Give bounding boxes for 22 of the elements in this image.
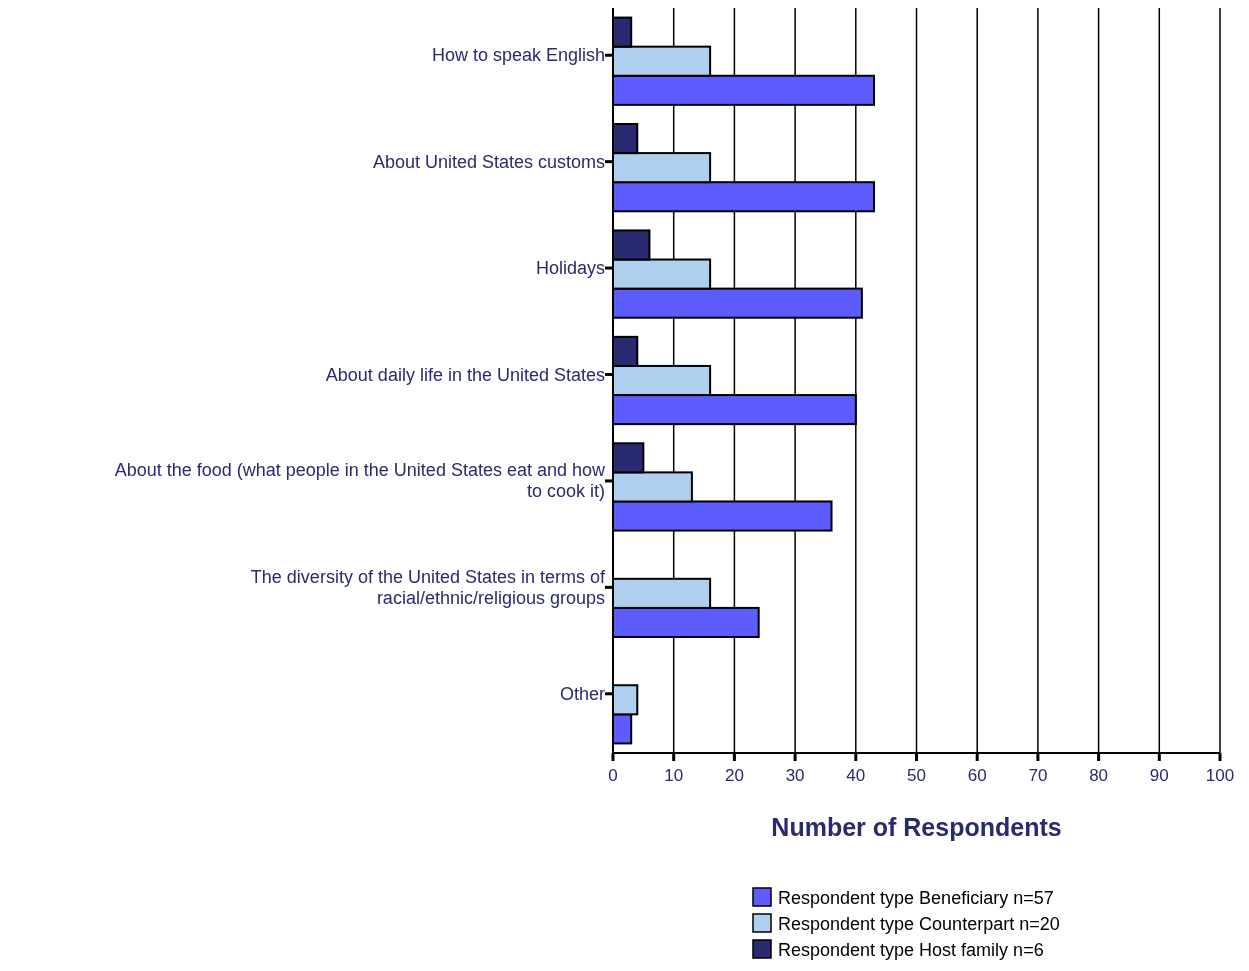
y-tick-label: The diversity of the United States in terms of racial/ethnic/religious groups — [250, 566, 606, 608]
x-tick-label: 20 — [724, 766, 744, 785]
legend-label: Respondent type Host family n=6 — [778, 940, 1044, 960]
x-tick-label: 0 — [608, 766, 618, 785]
x-tick-label: 90 — [1149, 766, 1169, 785]
legend-label: Respondent type Beneficiary n=57 — [778, 888, 1054, 908]
x-tick-label: 30 — [785, 766, 805, 785]
x-tick-label: 40 — [846, 766, 866, 785]
x-tick-label: 50 — [907, 766, 926, 785]
x-axis-title: Number of Respondents — [771, 813, 1062, 841]
x-tick-label: 80 — [1089, 766, 1109, 785]
x-tick-label: 10 — [664, 766, 684, 785]
y-tick-label: About United States customs — [372, 151, 605, 172]
y-tick-label: About daily life in the United States — [325, 364, 605, 385]
y-tick-label: Holidays — [535, 258, 605, 279]
y-tick-label: Other — [559, 683, 605, 704]
x-tick-label: 100 — [1205, 766, 1235, 785]
legend-label: Respondent type Counterpart n=20 — [778, 914, 1060, 934]
y-tick-label: About the food (what people in the United States eat and how to cook it) — [114, 460, 606, 502]
y-tick-label: How to speak English — [431, 45, 605, 66]
x-tick-label: 70 — [1028, 766, 1048, 785]
x-tick-label: 60 — [967, 766, 987, 785]
